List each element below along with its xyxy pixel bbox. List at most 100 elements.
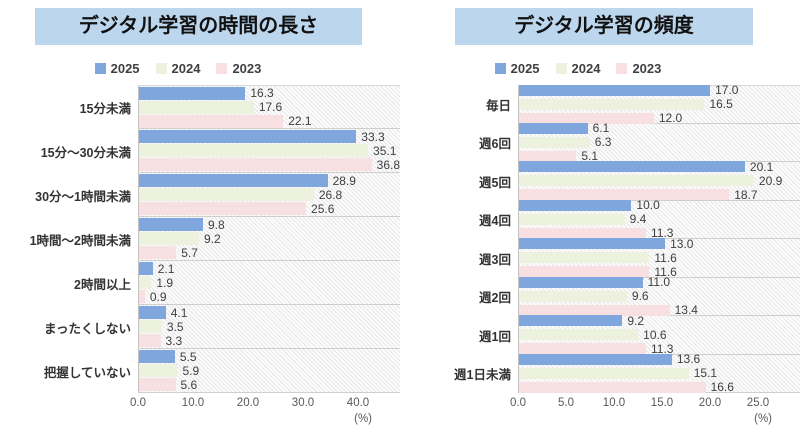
bar-line: 9.2 — [519, 314, 800, 328]
legend-label: 2023 — [232, 60, 262, 76]
bar-2024 — [139, 188, 314, 201]
bar-line: 25.6 — [139, 202, 400, 216]
bar-line: 13.0 — [519, 237, 800, 251]
category-bars-group: 17.0 16.5 12.0 — [518, 83, 800, 126]
bar-2024 — [139, 276, 152, 289]
bar-2025 — [519, 122, 588, 134]
x-axis-tick: 10.0 — [602, 397, 626, 409]
bar-line: 9.4 — [519, 212, 800, 226]
x-axis-tick: 0.0 — [130, 397, 146, 409]
bar-line: 20.1 — [519, 160, 800, 174]
bar-2024 — [519, 136, 590, 148]
legend-label: 2023 — [632, 60, 662, 76]
category-bars-group: 13.0 11.6 11.6 — [518, 237, 800, 279]
bar-2023 — [139, 246, 177, 259]
value-label: 20.1 — [749, 159, 774, 174]
bar-2025 — [139, 130, 357, 143]
x-axis-tick: 10.0 — [181, 397, 205, 409]
bar-2024 — [519, 98, 705, 110]
legend-label: 2025 — [510, 60, 540, 76]
bar-2025 — [519, 238, 666, 250]
value-label: 28.9 — [332, 173, 356, 188]
bar-line: 5.1 — [519, 149, 800, 163]
category-row: 週2回 11.0 9.6 13.4 — [400, 275, 800, 317]
bar-line: 33.3 — [139, 130, 400, 144]
bar-2023 — [139, 378, 176, 391]
chart-panel-frequency: デジタル学習の頻度 2025 2024 2023 毎日 17.0 16.5 12.0 週6回… — [400, 0, 800, 435]
bar-line: 15.1 — [519, 366, 800, 380]
category-row: 30分〜1時間未満 28.9 26.8 25.6 — [0, 173, 400, 217]
bar-2024 — [519, 329, 639, 341]
bar-2023 — [519, 381, 706, 393]
bar-line: 17.6 — [139, 100, 400, 114]
bar-line: 9.2 — [139, 232, 400, 246]
bar-line: 2.1 — [139, 262, 400, 276]
value-label: 35.1 — [373, 143, 397, 158]
bar-line: 9.8 — [139, 218, 400, 232]
category-bars-group: 9.2 10.6 11.3 — [518, 314, 800, 356]
bar-line: 3.5 — [139, 320, 400, 334]
bar-line: 5.9 — [139, 364, 400, 378]
bar-2024 — [139, 320, 162, 333]
legend-frequency: 2025 2024 2023 — [378, 58, 778, 78]
legend-swatch-icon — [494, 62, 506, 74]
x-axis-tick: 40.0 — [346, 397, 370, 409]
category-label: まったくしない — [43, 321, 131, 336]
category-row: 週1日未満 13.6 15.1 16.6 — [400, 352, 800, 394]
bar-line: 13.4 — [519, 303, 800, 317]
bar-line: 6.1 — [519, 121, 800, 135]
bar-line: 9.6 — [519, 289, 800, 303]
bar-line: 11.3 — [519, 226, 800, 240]
category-label: 15分〜30分未満 — [40, 145, 131, 160]
value-label: 26.8 — [318, 187, 343, 202]
value-label: 5.7 — [181, 245, 198, 260]
bar-2024 — [139, 100, 254, 114]
category-label: 週5回 — [479, 175, 511, 190]
bar-2025 — [139, 306, 166, 319]
bar-2025 — [139, 218, 203, 231]
category-row: 週5回 20.1 20.9 18.7 — [400, 160, 800, 202]
value-label: 22.1 — [288, 114, 312, 128]
bar-2023 — [519, 150, 577, 162]
chart-title-frequency: デジタル学習の頻度 — [455, 8, 753, 45]
category-row: 週3回 13.0 11.6 11.6 — [400, 237, 800, 279]
bar-line: 11.6 — [519, 265, 800, 279]
bar-line: 1.9 — [139, 276, 400, 290]
category-label: 週1日未満 — [454, 368, 511, 383]
legend-label: 2024 — [171, 60, 201, 76]
category-label: 15分未満 — [79, 101, 131, 116]
value-label: 13.6 — [676, 352, 701, 367]
value-label: 17.0 — [715, 83, 739, 98]
bar-line: 11.3 — [519, 342, 800, 356]
bar-2025 — [139, 350, 175, 363]
value-label: 12.0 — [658, 111, 683, 126]
bar-line: 16.5 — [519, 97, 800, 111]
bar-2025 — [519, 84, 711, 96]
x-axis-frequency: 0.0 5.0 10.0 15.0 20.0 25.0 (%) — [510, 393, 772, 433]
value-label: 20.9 — [758, 173, 783, 188]
category-bars-group: 9.8 9.2 5.7 — [138, 217, 400, 261]
category-row: 週1回 9.2 10.6 11.3 — [400, 314, 800, 356]
x-axis-tick: 0.0 — [510, 397, 526, 409]
legend-item-2025: 2025 — [94, 61, 140, 76]
category-bars-group: 10.0 9.4 11.3 — [518, 198, 800, 240]
category-row: 週6回 6.1 6.3 5.1 — [400, 121, 800, 163]
category-bars-group: 13.6 15.1 16.6 — [518, 352, 800, 394]
category-bars-group: 5.5 5.9 5.6 — [138, 349, 400, 393]
bar-2024 — [139, 364, 178, 377]
value-label: 4.1 — [170, 305, 188, 320]
bar-2023 — [519, 343, 646, 355]
category-label: 週6回 — [479, 137, 511, 152]
bar-2024 — [139, 232, 200, 245]
bar-2023 — [519, 304, 670, 316]
bar-2024 — [139, 144, 369, 157]
bar-line: 11.6 — [519, 251, 800, 265]
category-bars-group: 16.3 17.6 22.1 — [138, 85, 400, 129]
bar-line: 16.6 — [519, 380, 800, 394]
value-label: 11.6 — [654, 250, 677, 265]
value-label: 6.1 — [592, 121, 610, 136]
value-label: 2.1 — [157, 261, 175, 276]
bar-line: 5.7 — [139, 246, 400, 260]
category-bars-group: 2.1 1.9 0.9 — [138, 261, 400, 305]
